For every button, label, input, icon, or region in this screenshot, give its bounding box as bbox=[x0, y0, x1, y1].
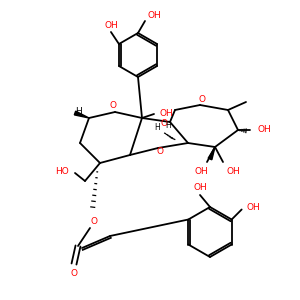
Text: OH: OH bbox=[247, 203, 260, 212]
Text: O: O bbox=[110, 101, 116, 110]
Text: O: O bbox=[91, 217, 98, 226]
Text: OH: OH bbox=[193, 182, 207, 191]
Text: HO: HO bbox=[55, 167, 69, 176]
Polygon shape bbox=[208, 147, 215, 160]
Text: O: O bbox=[70, 269, 77, 278]
Text: H: H bbox=[76, 106, 82, 116]
Text: O: O bbox=[157, 148, 164, 157]
Text: O: O bbox=[199, 94, 206, 103]
Text: O: O bbox=[160, 119, 167, 128]
Text: OH: OH bbox=[194, 167, 208, 176]
Text: OH: OH bbox=[159, 109, 173, 118]
Text: H: H bbox=[165, 122, 171, 130]
Text: H: H bbox=[154, 124, 160, 133]
Text: OH: OH bbox=[104, 20, 118, 29]
Text: OH: OH bbox=[226, 167, 240, 176]
Text: OH: OH bbox=[147, 11, 161, 20]
Text: OH: OH bbox=[257, 125, 271, 134]
Polygon shape bbox=[74, 111, 89, 118]
